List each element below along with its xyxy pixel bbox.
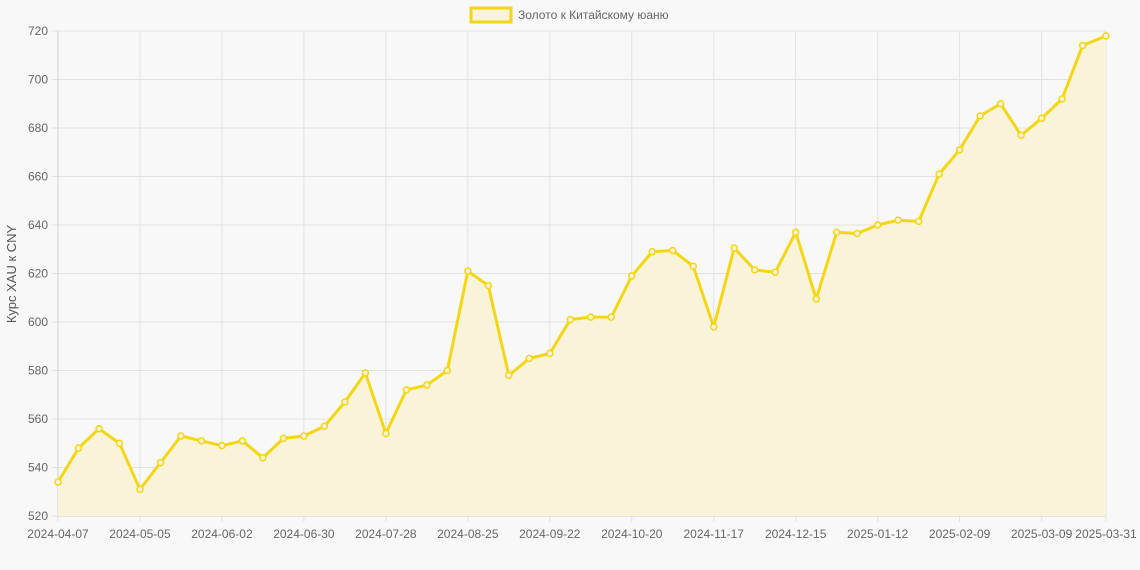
legend-swatch[interactable]: [469, 6, 513, 24]
x-tick-label: 2024-04-07: [27, 527, 89, 541]
y-tick-label: 640: [28, 218, 48, 232]
data-point[interactable]: [74, 444, 83, 452]
data-point[interactable]: [546, 349, 554, 358]
y-tick-label: 520: [28, 509, 48, 523]
y-tick-label: 700: [28, 73, 48, 87]
series-line: [56, 34, 1108, 491]
x-tick-label: 2025-03-31: [1075, 527, 1137, 541]
data-point[interactable]: [382, 429, 390, 438]
data-point[interactable]: [791, 228, 800, 237]
y-tick-label: 540: [28, 461, 48, 475]
data-point[interactable]: [218, 441, 226, 450]
data-point[interactable]: [136, 485, 144, 494]
data-point[interactable]: [259, 454, 267, 462]
data-point[interactable]: [812, 295, 820, 303]
y-tick-label: 600: [28, 315, 48, 329]
x-tick-label: 2024-11-17: [683, 527, 744, 541]
data-point[interactable]: [1102, 32, 1110, 40]
legend[interactable]: Золото к Китайскому юаню: [469, 6, 669, 24]
data-point[interactable]: [402, 386, 411, 394]
data-point[interactable]: [914, 217, 923, 226]
data-point[interactable]: [566, 315, 575, 324]
data-point[interactable]: [832, 228, 841, 237]
y-tick-label: 580: [28, 364, 48, 378]
y-axis-ticks: 520 540 560 580 600 620 640 660 680 700 720: [28, 24, 48, 523]
data-point[interactable]: [955, 146, 964, 154]
data-point[interactable]: [935, 170, 943, 178]
data-point[interactable]: [853, 229, 861, 238]
y-tick-label: 620: [28, 267, 48, 281]
data-point[interactable]: [1078, 41, 1087, 50]
x-tick-label: 2024-06-02: [191, 527, 253, 541]
data-point[interactable]: [505, 371, 513, 380]
data-point[interactable]: [648, 247, 657, 256]
y-tick-label: 720: [28, 24, 48, 38]
x-tick-label: 2025-02-09: [929, 527, 991, 541]
data-point[interactable]: [689, 262, 697, 270]
data-point[interactable]: [177, 432, 185, 440]
data-point[interactable]: [423, 381, 431, 389]
data-point[interactable]: [238, 437, 247, 445]
data-point[interactable]: [1058, 95, 1066, 103]
data-point[interactable]: [197, 437, 206, 445]
legend-label[interactable]: Золото к Китайскому юаню: [518, 8, 669, 22]
series-area-fill: [58, 35, 1106, 516]
x-tick-label: 2024-09-22: [519, 527, 581, 541]
data-point[interactable]: [279, 434, 288, 443]
data-point[interactable]: [607, 313, 616, 321]
data-point[interactable]: [976, 112, 984, 120]
data-point[interactable]: [300, 432, 308, 440]
data-point[interactable]: [156, 458, 165, 467]
y-axis-title: Курс XAU к CNY: [4, 224, 19, 323]
y-tick-label: 660: [28, 170, 48, 184]
data-point[interactable]: [1017, 131, 1025, 140]
data-point[interactable]: [95, 424, 103, 433]
x-axis-ticks: 2024-04-07 2024-05-05 2024-06-02 2024-06-30…: [27, 527, 1137, 541]
y-tick-label: 560: [28, 412, 48, 426]
data-point[interactable]: [628, 272, 636, 280]
data-point[interactable]: [873, 221, 882, 229]
data-point[interactable]: [730, 244, 738, 252]
data-point[interactable]: [464, 267, 472, 275]
x-tick-label: 2024-07-28: [355, 527, 417, 541]
data-point[interactable]: [668, 246, 677, 255]
x-tick-label: 2024-06-30: [273, 527, 335, 541]
data-point[interactable]: [1037, 114, 1046, 123]
data-point[interactable]: [996, 100, 1005, 108]
x-tick-label: 2024-10-20: [601, 527, 663, 541]
data-point[interactable]: [341, 398, 349, 406]
series-line-layer: [56, 34, 1108, 491]
data-point[interactable]: [361, 369, 370, 377]
area-fill-layer: [58, 35, 1106, 516]
y-tick-label: 680: [28, 121, 48, 135]
data-point[interactable]: [709, 323, 718, 331]
data-point[interactable]: [320, 422, 329, 431]
x-tick-label: 2024-05-05: [109, 527, 171, 541]
data-point[interactable]: [484, 281, 493, 290]
x-tick-label: 2024-12-15: [765, 527, 827, 541]
data-point[interactable]: [54, 478, 62, 486]
data-point[interactable]: [587, 313, 595, 321]
x-tick-label: 2025-01-12: [847, 527, 909, 541]
data-point[interactable]: [115, 439, 124, 447]
data-point[interactable]: [525, 354, 534, 363]
data-point[interactable]: [894, 216, 902, 224]
x-tick-label: 2025-03-09: [1011, 527, 1073, 541]
data-points: [54, 32, 1110, 494]
data-point[interactable]: [750, 266, 759, 274]
data-point[interactable]: [443, 366, 452, 375]
x-tick-label: 2024-08-25: [437, 527, 499, 541]
data-point[interactable]: [771, 268, 779, 277]
